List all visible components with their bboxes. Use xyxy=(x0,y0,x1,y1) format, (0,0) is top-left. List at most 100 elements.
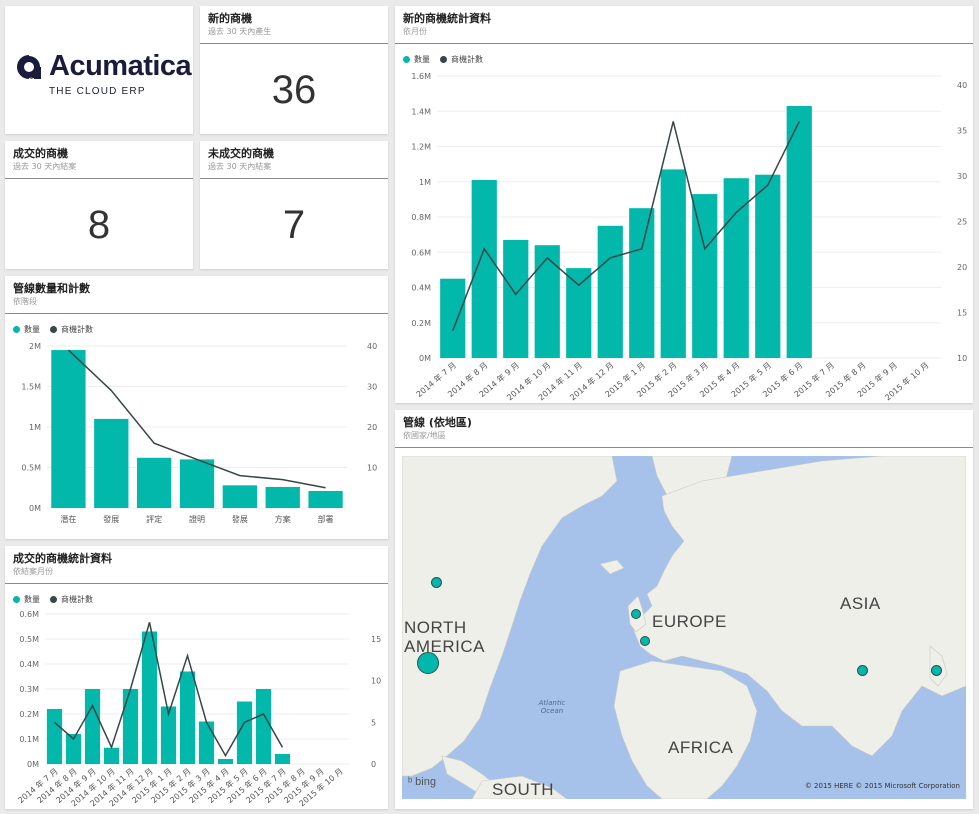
tile-header: 新的商機 過去 30 天內產生 xyxy=(200,6,388,44)
bar xyxy=(755,174,781,358)
y-right-tick: 0 xyxy=(371,760,376,769)
y-left-tick: 0.6M xyxy=(411,248,431,257)
tile-title: 成交的商機 xyxy=(13,147,68,160)
map-bubble-france[interactable] xyxy=(640,636,650,646)
y-right-tick: 30 xyxy=(367,383,377,392)
legend-item-count[interactable]: 商機計數 xyxy=(50,324,93,335)
legend-swatch xyxy=(403,56,410,63)
tile-subtitle: 過去 30 天內結案 xyxy=(208,162,272,171)
map-bubble-canada[interactable] xyxy=(431,577,442,588)
legend-item-amount[interactable]: 數量 xyxy=(13,324,40,335)
tile-subtitle: 過去 30 天內結案 xyxy=(13,162,77,171)
map-label-north-america: NORTH AMERICA xyxy=(404,618,485,656)
bar xyxy=(503,239,529,358)
bar xyxy=(65,734,82,764)
pipeline-chart-tile[interactable]: 管線數量和計數 依階段 數量 商機計數 0M 0.5M 1M 1.5M 2M 10 20 30… xyxy=(5,276,388,539)
bar xyxy=(137,457,172,508)
y-right-tick: 10 xyxy=(371,677,381,686)
bar xyxy=(122,689,139,764)
y-left-tick: 0.1M xyxy=(19,735,39,744)
map-bubble-usa[interactable] xyxy=(417,652,439,674)
map-bubble-uk[interactable] xyxy=(631,609,641,619)
legend-item-count[interactable]: 商機計數 xyxy=(440,54,483,65)
count-line xyxy=(54,622,284,758)
chart-legend: 數量 商機計數 xyxy=(13,594,93,605)
logo-wordmark: Acumatica xyxy=(49,50,192,82)
tile-subtitle: 依國家/地區 xyxy=(403,431,446,440)
y-right-tick: 40 xyxy=(367,342,377,351)
tile-header: 未成交的商機 過去 30 天內結案 xyxy=(200,141,388,179)
legend-label: 數量 xyxy=(24,595,40,604)
bar xyxy=(440,278,466,358)
bar xyxy=(94,418,129,508)
legend-label: 數量 xyxy=(414,55,430,64)
bar xyxy=(660,169,686,358)
new-opps-tile[interactable]: 新的商機 過去 30 天內產生 36 xyxy=(200,6,388,134)
y-right-tick: 30 xyxy=(957,172,967,181)
y-left-tick: 1.6M xyxy=(411,72,431,81)
legend-item-amount[interactable]: 數量 xyxy=(403,54,430,65)
won-stats-chart-tile[interactable]: 成交的商機統計資料 依結案月份 數量 商機計數 0M 0.1M 0.2M 0.3M 0.… xyxy=(5,546,388,809)
map-label-atlantic: Atlantic Ocean xyxy=(538,699,566,715)
bar xyxy=(265,486,300,508)
y-left-tick: 1M xyxy=(29,423,41,432)
pipeline-chart[interactable]: 0M 0.5M 1M 1.5M 2M 10 20 30 40 潛在 發展 評定 證明 發展 方案 部署 xyxy=(5,336,388,539)
bing-logo: ᵇ bing xyxy=(408,776,436,788)
bar xyxy=(103,747,120,764)
y-right-tick: 40 xyxy=(957,81,967,90)
lost-opps-tile[interactable]: 未成交的商機 過去 30 天內結案 7 xyxy=(200,141,388,269)
x-tick: 證明 xyxy=(189,514,205,524)
y-left-tick: 0.5M xyxy=(19,635,39,644)
y-right-tick: 20 xyxy=(367,423,377,432)
map-bubble-japan[interactable] xyxy=(931,665,942,676)
y-right-tick: 15 xyxy=(371,635,381,644)
x-tick: 潛在 xyxy=(60,514,76,524)
bar xyxy=(534,245,560,358)
tile-header: 新的商機統計資料 依月份 xyxy=(395,6,973,44)
y-left-tick: 1M xyxy=(419,178,431,187)
y-left-tick: 0.2M xyxy=(19,710,39,719)
bar xyxy=(198,721,215,764)
legend-swatch xyxy=(13,596,20,603)
y-right-tick: 20 xyxy=(957,263,967,272)
bar xyxy=(692,194,718,358)
legend-item-amount[interactable]: 數量 xyxy=(13,594,40,605)
y-right-tick: 5 xyxy=(371,718,376,727)
pipeline-map-tile[interactable]: 管線 (依地區) 依國家/地區 xyxy=(395,410,973,809)
y-left-tick: 0.8M xyxy=(411,213,431,222)
won-opps-tile[interactable]: 成交的商機 過去 30 天內結案 8 xyxy=(5,141,193,269)
kpi-value: 36 xyxy=(271,68,317,112)
new-stats-chart-tile[interactable]: 新的商機統計資料 依月份 數量 商機計數 0M 0.2M 0.4M 0.6M 0.8M 1… xyxy=(395,6,973,403)
bar xyxy=(629,208,655,358)
chart-legend: 數量 商機計數 xyxy=(403,54,483,65)
legend-swatch xyxy=(13,326,20,333)
y-left-tick: 0.5M xyxy=(21,464,41,473)
y-left-tick: 0.3M xyxy=(19,685,39,694)
world-map[interactable]: NORTH AMERICA EUROPE ASIA AFRICA SOUTH A… xyxy=(402,456,966,799)
x-tick: 方案 xyxy=(275,514,291,524)
logo-tile[interactable]: Acumatica THE CLOUD ERP xyxy=(5,6,193,134)
new-stats-chart[interactable]: 0M 0.2M 0.4M 0.6M 0.8M 1M 1.2M 1.4M 1.6M 10 15 20 25… xyxy=(395,66,973,403)
count-line xyxy=(67,349,326,489)
map-bubble-china[interactable] xyxy=(857,665,868,676)
bar xyxy=(597,225,623,358)
x-tick: 發展 xyxy=(232,515,248,524)
legend-label: 數量 xyxy=(24,325,40,334)
bing-text: bing xyxy=(415,776,436,788)
bar xyxy=(308,490,343,508)
bar xyxy=(84,689,101,764)
map-landmass xyxy=(402,456,966,799)
bar xyxy=(179,671,196,764)
x-tick: 評定 xyxy=(146,514,162,524)
y-left-tick: 0M xyxy=(27,760,39,769)
map-attribution: © 2015 HERE © 2015 Microsoft Corporation xyxy=(804,782,960,790)
bar xyxy=(471,179,497,358)
bing-icon: ᵇ xyxy=(408,776,413,788)
legend-swatch xyxy=(440,56,447,63)
bar xyxy=(179,459,215,508)
chart-legend: 數量 商機計數 xyxy=(13,324,93,335)
legend-item-count[interactable]: 商機計數 xyxy=(50,594,93,605)
map-label-africa: AFRICA xyxy=(668,738,734,757)
y-left-tick: 1.4M xyxy=(411,107,431,116)
